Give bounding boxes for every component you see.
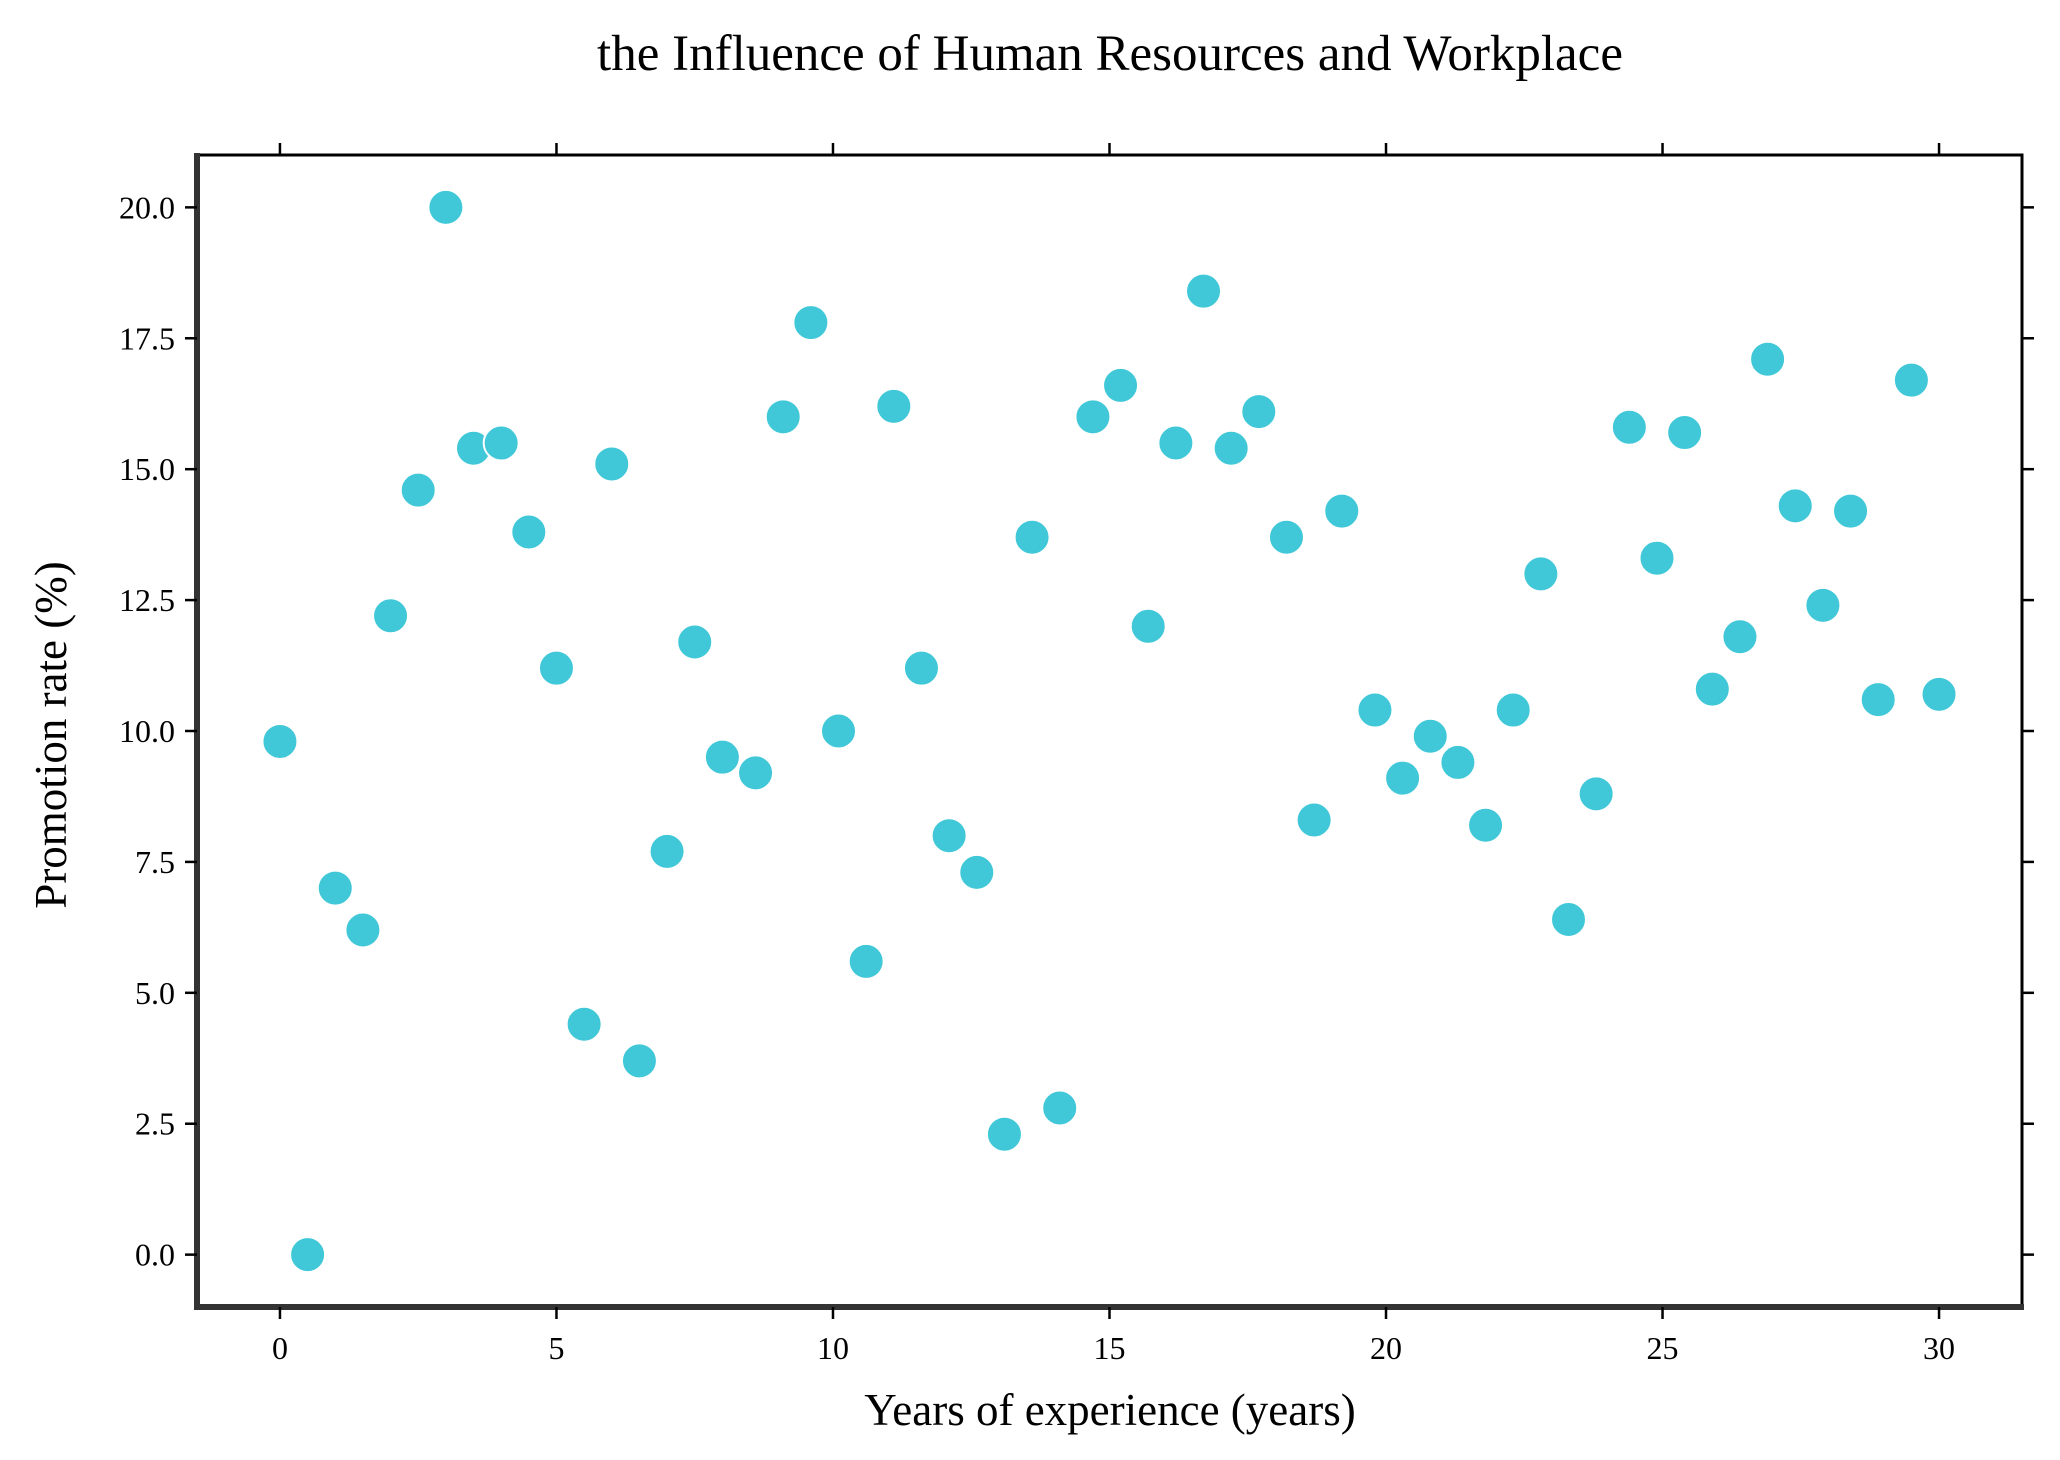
data-point (344, 911, 382, 949)
data-point (289, 1236, 327, 1274)
data-point (1693, 670, 1731, 708)
data-point (902, 649, 940, 687)
data-point (1295, 801, 1333, 839)
data-point (1776, 487, 1814, 525)
y-tick-label: 0.0 (135, 1237, 175, 1273)
data-point (593, 445, 631, 483)
data-point (1185, 272, 1223, 310)
data-point (372, 597, 410, 635)
y-tick-label: 7.5 (135, 844, 175, 880)
data-point (847, 942, 885, 980)
y-tick-label: 12.5 (119, 582, 175, 618)
x-tick-label: 5 (548, 1330, 564, 1366)
x-tick-label: 10 (817, 1330, 849, 1366)
data-point (427, 188, 465, 226)
data-point (1666, 414, 1704, 452)
axis-ticks (185, 143, 2034, 1319)
data-point (1157, 424, 1195, 462)
data-point (792, 304, 830, 342)
data-point (1804, 586, 1842, 624)
data-point (1240, 393, 1278, 431)
data-point (1041, 1089, 1079, 1127)
y-tick-label: 15.0 (119, 451, 175, 487)
data-point (1074, 398, 1112, 436)
data-point (1721, 618, 1759, 656)
data-point (1920, 675, 1958, 713)
y-tick-label: 5.0 (135, 975, 175, 1011)
x-tick-label: 0 (272, 1330, 288, 1366)
data-point (985, 1115, 1023, 1153)
plot-border (195, 153, 2024, 1309)
data-point (820, 712, 858, 750)
data-point (1494, 691, 1532, 729)
x-tick-label: 15 (1094, 1330, 1126, 1366)
data-point (1638, 539, 1676, 577)
data-point (1439, 743, 1477, 781)
data-point (676, 623, 714, 661)
data-point (958, 853, 996, 891)
y-tick-label: 20.0 (119, 189, 175, 225)
data-point (1577, 775, 1615, 813)
data-point (703, 738, 741, 776)
plot-frame (194, 153, 2024, 1310)
data-point (1749, 340, 1787, 378)
data-point (1832, 492, 1870, 530)
data-point (1013, 518, 1051, 556)
axis-tick-labels: 0 5 10 15 20 25 30 0.0 2.5 5.0 7.5 10.0 12.5 15.0 17.5… (119, 189, 1955, 1366)
data-point (1467, 806, 1505, 844)
data-point (1859, 681, 1897, 719)
y-axis-label: Promotion rate (%) (26, 561, 76, 908)
data-point (1102, 366, 1140, 404)
data-points (261, 188, 1958, 1274)
data-point (261, 722, 299, 760)
data-point (648, 832, 686, 870)
data-point (737, 754, 775, 792)
data-point (1384, 759, 1422, 797)
data-point (1892, 361, 1930, 399)
data-point (875, 387, 913, 425)
data-point (1212, 429, 1250, 467)
data-point (537, 649, 575, 687)
data-point (1267, 518, 1305, 556)
data-point (1411, 717, 1449, 755)
x-tick-label: 30 (1923, 1330, 1955, 1366)
data-point (1323, 492, 1361, 530)
data-point (565, 1005, 603, 1043)
y-tick-label: 10.0 (119, 713, 175, 749)
data-point (510, 513, 548, 551)
chart-title: the Influence of Human Resources and Wor… (597, 26, 1623, 82)
data-point (1550, 901, 1588, 939)
data-point (1522, 555, 1560, 593)
data-point (1356, 691, 1394, 729)
data-point (399, 471, 437, 509)
data-point (482, 424, 520, 462)
data-point (1610, 408, 1648, 446)
y-tick-label: 17.5 (119, 320, 175, 356)
data-point (930, 817, 968, 855)
x-axis-label: Years of experience (years) (864, 1385, 1355, 1435)
x-tick-label: 20 (1370, 1330, 1402, 1366)
y-tick-label: 2.5 (135, 1106, 175, 1142)
data-point (1129, 607, 1167, 645)
data-point (620, 1042, 658, 1080)
data-point (764, 398, 802, 436)
x-tick-label: 25 (1647, 1330, 1679, 1366)
data-point (316, 869, 354, 907)
